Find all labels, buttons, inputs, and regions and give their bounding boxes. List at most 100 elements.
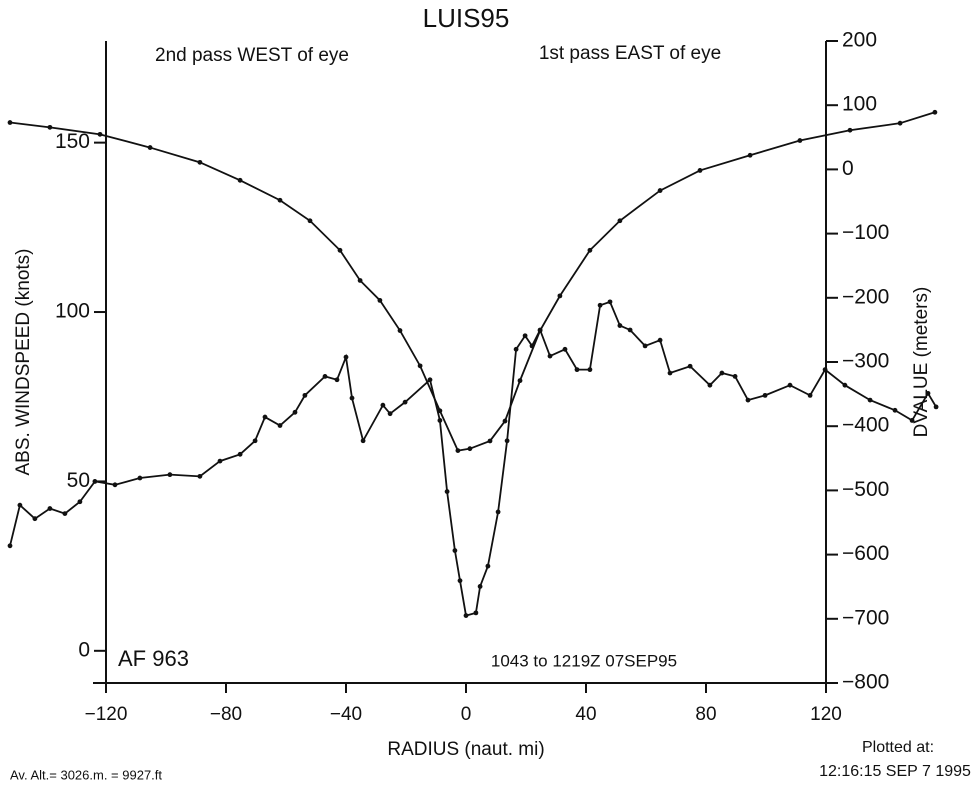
series-point bbox=[307, 218, 313, 224]
series-point bbox=[360, 438, 366, 444]
series-point bbox=[485, 563, 491, 569]
x-tick-label: 0 bbox=[461, 704, 472, 725]
series-point bbox=[92, 479, 98, 484]
series-point bbox=[504, 438, 510, 444]
y-tick-label: 100 bbox=[55, 300, 90, 323]
series-point bbox=[687, 363, 693, 369]
series-point bbox=[7, 120, 13, 125]
series-point bbox=[167, 472, 173, 478]
series-point bbox=[597, 302, 603, 308]
series-point bbox=[147, 145, 153, 150]
x-tick-label: −120 bbox=[85, 704, 128, 725]
series-point bbox=[732, 373, 738, 379]
series-point bbox=[197, 159, 203, 165]
series-point bbox=[452, 548, 458, 553]
series-point bbox=[343, 354, 349, 360]
y2-tick-label: −200 bbox=[842, 285, 889, 308]
series-point bbox=[277, 423, 283, 428]
series-point bbox=[495, 509, 501, 515]
series-point bbox=[477, 584, 483, 589]
series-point bbox=[357, 278, 363, 283]
series-point bbox=[32, 516, 38, 522]
x-axis-label: RADIUS (naut. mi) bbox=[387, 739, 544, 760]
series-point bbox=[473, 610, 479, 616]
series-point bbox=[807, 392, 813, 398]
series-point bbox=[797, 138, 803, 143]
series-point bbox=[745, 397, 751, 403]
series-point bbox=[334, 377, 340, 383]
series-point bbox=[607, 299, 613, 305]
y2-tick-label: −700 bbox=[842, 606, 889, 629]
series-point bbox=[867, 397, 873, 403]
series-point bbox=[719, 370, 725, 376]
series-point bbox=[112, 482, 118, 488]
series-point bbox=[513, 346, 519, 352]
series-point bbox=[77, 499, 83, 505]
series-point bbox=[387, 411, 393, 417]
y2-tick-label: −100 bbox=[842, 221, 889, 244]
series-point bbox=[697, 168, 703, 173]
y2-tick-label: −400 bbox=[842, 414, 889, 437]
series-point bbox=[237, 451, 243, 457]
series-line bbox=[9, 111, 936, 452]
series-point bbox=[302, 392, 308, 398]
series-point bbox=[427, 377, 433, 383]
series-point bbox=[137, 475, 143, 481]
series-point bbox=[627, 327, 633, 333]
series-point bbox=[397, 328, 403, 333]
x-tick-label: −40 bbox=[330, 704, 362, 725]
x-tick-label: 40 bbox=[575, 704, 596, 725]
series-point bbox=[380, 402, 386, 408]
y-tick-label: 150 bbox=[55, 130, 90, 153]
series-point bbox=[787, 382, 793, 388]
series-point bbox=[617, 218, 623, 224]
annotation: 2nd pass WEST of eye bbox=[155, 45, 349, 66]
series-point bbox=[522, 333, 528, 339]
series-point bbox=[897, 120, 903, 126]
x-tick-label: −80 bbox=[210, 704, 242, 725]
series-point bbox=[925, 390, 931, 396]
series-point bbox=[17, 502, 23, 508]
series-point bbox=[262, 414, 268, 420]
series-point bbox=[657, 188, 663, 193]
series-point bbox=[933, 404, 939, 410]
annotation: Plotted at: bbox=[862, 739, 934, 756]
series-point bbox=[444, 489, 450, 494]
series-point bbox=[557, 293, 563, 299]
series-point bbox=[642, 343, 648, 349]
y2-tick-label: −300 bbox=[842, 350, 889, 373]
series-point bbox=[277, 197, 283, 203]
annotation: 12:16:15 SEP 7 1995 bbox=[819, 763, 971, 780]
series-point bbox=[47, 124, 53, 130]
series-point bbox=[237, 177, 243, 183]
annotation: Av. Alt.= 3026.m. = 9927.ft bbox=[10, 767, 162, 782]
series-point bbox=[932, 109, 938, 115]
series-point bbox=[537, 328, 543, 333]
series-point bbox=[842, 382, 848, 388]
series-point bbox=[322, 373, 328, 379]
series-point bbox=[47, 506, 53, 511]
series-point bbox=[762, 392, 768, 398]
series-point bbox=[822, 367, 828, 373]
y2-tick-label: 0 bbox=[842, 157, 854, 180]
series-point bbox=[437, 418, 443, 423]
series-point bbox=[457, 578, 463, 584]
chart-title: LUIS95 bbox=[423, 3, 510, 33]
series-point bbox=[667, 370, 673, 376]
series-point bbox=[197, 473, 203, 479]
y2-tick-label: 100 bbox=[842, 93, 877, 116]
annotation: 1043 to 1219Z 07SEP95 bbox=[491, 651, 677, 670]
series-point bbox=[617, 323, 623, 328]
series-point bbox=[402, 399, 408, 405]
series-point bbox=[62, 511, 68, 517]
y-tick-label: 50 bbox=[67, 469, 90, 492]
series-point bbox=[455, 448, 461, 453]
x-tick-label: 120 bbox=[810, 704, 842, 725]
x-tick-label: 80 bbox=[695, 704, 716, 725]
series-point bbox=[377, 297, 383, 303]
annotation: AF 963 bbox=[118, 646, 189, 671]
series-point bbox=[467, 446, 473, 452]
annotation: 1st pass EAST of eye bbox=[539, 43, 721, 64]
series-point bbox=[437, 408, 443, 414]
